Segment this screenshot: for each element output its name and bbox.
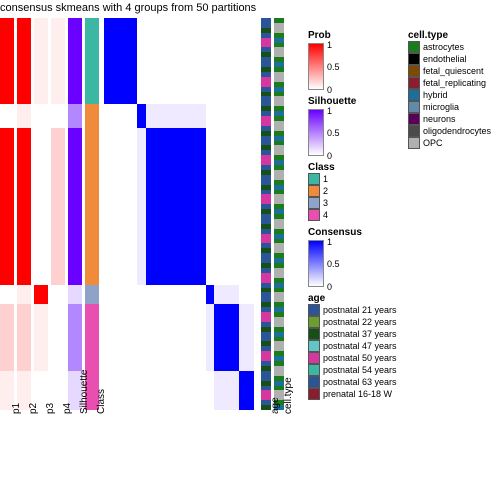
legend-swatch xyxy=(308,364,320,376)
legend-gradient: 10.50 xyxy=(308,43,324,90)
x-label: age xyxy=(270,397,281,414)
legend-gradient: 10.50 xyxy=(308,240,324,287)
x-label: p1 xyxy=(11,403,22,414)
x-label: Silhouette xyxy=(79,370,90,414)
legend-swatch xyxy=(408,89,420,101)
x-label: Class xyxy=(96,389,107,414)
legend-item: postnatal 37 years xyxy=(308,328,403,340)
legend-item: 3 xyxy=(308,197,403,209)
legend-title: Class xyxy=(308,162,403,173)
legend-swatch xyxy=(308,209,320,221)
legend-swatch xyxy=(408,41,420,53)
legend-item: prenatal 16-18 W xyxy=(308,388,403,400)
legend-item: 1 xyxy=(308,173,403,185)
legend-title: cell.type xyxy=(408,30,504,41)
legend-swatch xyxy=(408,77,420,89)
legend-gradient: 10.50 xyxy=(308,109,324,156)
x-label: p3 xyxy=(45,403,56,414)
heatmap-region xyxy=(0,18,300,410)
legend-swatch xyxy=(308,316,320,328)
legend-item: 4 xyxy=(308,209,403,221)
legend-swatch xyxy=(308,340,320,352)
plot-title: consensus skmeans with 4 groups from 50 … xyxy=(0,2,256,14)
legend-swatch xyxy=(308,352,320,364)
legend-item: fetal_quiescent xyxy=(408,65,504,77)
legend-item: hybrid xyxy=(408,89,504,101)
legend-item: fetal_replicating xyxy=(408,77,504,89)
legend-item: 2 xyxy=(308,185,403,197)
legend-swatch xyxy=(408,101,420,113)
legend-swatch xyxy=(308,328,320,340)
x-label: cell.type xyxy=(283,377,294,414)
legend-swatch xyxy=(308,388,320,400)
legend-item: neurons xyxy=(408,113,504,125)
legend-item: postnatal 21 years xyxy=(308,304,403,316)
legend-item: postnatal 63 years xyxy=(308,376,403,388)
legend-swatch xyxy=(308,197,320,209)
legend-swatch xyxy=(408,65,420,77)
legend-item: endothelial xyxy=(408,53,504,65)
legend-swatch xyxy=(308,173,320,185)
legend-item: postnatal 22 years xyxy=(308,316,403,328)
x-label: p2 xyxy=(28,403,39,414)
legend-swatch xyxy=(408,125,420,137)
legend-swatch xyxy=(408,113,420,125)
legend-item: postnatal 54 years xyxy=(308,364,403,376)
legend-title: age xyxy=(308,293,403,304)
legend-item: oligodendrocytes xyxy=(408,125,504,137)
legend-item: astrocytes xyxy=(408,41,504,53)
x-label: p4 xyxy=(62,403,73,414)
legend-item: postnatal 47 years xyxy=(308,340,403,352)
legend-swatch xyxy=(308,304,320,316)
legend-item: microglia xyxy=(408,101,504,113)
legend-swatch xyxy=(308,185,320,197)
legend-swatch xyxy=(408,137,420,149)
legend-swatch xyxy=(408,53,420,65)
legend-swatch xyxy=(308,376,320,388)
legend-item: postnatal 50 years xyxy=(308,352,403,364)
legend-item: OPC xyxy=(408,137,504,149)
